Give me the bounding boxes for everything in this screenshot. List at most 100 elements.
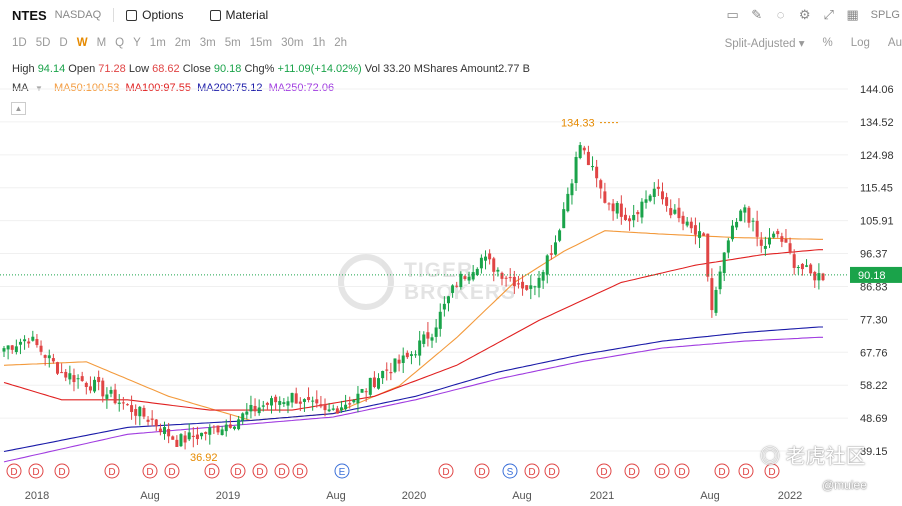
candle-body: [397, 359, 401, 364]
close-value: 90.18: [213, 63, 242, 75]
x-tick-label: 2018: [25, 490, 49, 502]
options-button[interactable]: Options: [126, 8, 184, 22]
candle-body: [496, 269, 500, 272]
candle-body: [446, 296, 450, 304]
candle-body: [76, 378, 80, 380]
period-tab[interactable]: 2m: [174, 37, 191, 49]
candle-body: [294, 393, 298, 404]
candle-body: [327, 409, 331, 412]
candle-body: [249, 404, 253, 412]
period-tab[interactable]: 1h: [312, 37, 326, 49]
candle-body: [134, 409, 138, 416]
candle-body: [558, 230, 562, 241]
candle-body: [422, 334, 426, 344]
candle-body: [352, 399, 356, 403]
candle-body: [298, 401, 302, 404]
candle-body: [368, 377, 372, 395]
period-tab-active[interactable]: W: [76, 37, 88, 49]
candle-body: [216, 425, 220, 433]
candle-body: [788, 243, 792, 252]
event-marker-label: D: [658, 467, 665, 478]
compare-symbol[interactable]: SPLG: [870, 9, 900, 21]
event-marker-label: D: [108, 467, 115, 478]
candle-body: [784, 239, 788, 243]
candle-body: [47, 355, 51, 359]
candle-body: [484, 256, 488, 261]
candle-body: [442, 303, 446, 310]
period-tab[interactable]: 2h: [334, 37, 348, 49]
candle-body: [68, 373, 72, 380]
draw-icon[interactable]: ✎: [751, 7, 763, 22]
period-tab[interactable]: 30m: [281, 37, 304, 49]
candle-body: [278, 401, 282, 405]
symbol-label[interactable]: NTES: [12, 7, 47, 23]
log-toggle[interactable]: Log: [850, 37, 870, 49]
candle-body: [31, 336, 35, 341]
high-label: High: [12, 63, 35, 75]
expand-icon[interactable]: ⤢: [823, 7, 834, 22]
gear-icon[interactable]: ⚙: [798, 7, 811, 22]
candle-body: [623, 214, 627, 220]
ma-dropdown[interactable]: MA: [12, 82, 28, 94]
candle-body: [591, 166, 595, 168]
percent-toggle[interactable]: %: [822, 37, 833, 49]
candle-body: [780, 236, 784, 242]
period-tab[interactable]: 5D: [35, 37, 51, 49]
comment-icon[interactable]: ◌: [776, 7, 785, 22]
candle-body: [232, 426, 236, 429]
event-marker: [142, 463, 158, 479]
period-tab[interactable]: D: [59, 37, 68, 49]
candle-body: [508, 277, 512, 279]
candle-body: [154, 419, 158, 427]
candle-body: [451, 285, 455, 293]
candle-body: [200, 432, 204, 437]
candle-body: [673, 209, 677, 214]
candle-body: [130, 405, 134, 412]
candle-body: [88, 386, 92, 391]
period-tab[interactable]: 3m: [199, 37, 216, 49]
material-button[interactable]: Material: [209, 8, 268, 22]
x-tick-label: 2022: [778, 490, 802, 502]
candle-body: [698, 231, 702, 238]
document-icon: [209, 9, 221, 21]
chart-icon[interactable]: ▭: [726, 7, 739, 22]
vol-label: Vol: [364, 63, 381, 75]
collapse-button[interactable]: ▲: [11, 102, 26, 115]
candle-body: [224, 424, 228, 432]
period-tab[interactable]: M: [96, 37, 107, 49]
candle-body: [319, 404, 323, 407]
event-marker: [6, 463, 22, 479]
period-tab[interactable]: 5m: [224, 37, 241, 49]
candle-body: [307, 397, 311, 400]
period-tab[interactable]: Y: [133, 37, 141, 49]
candle-body: [648, 195, 652, 201]
period-tab[interactable]: 15m: [249, 37, 273, 49]
period-tab[interactable]: 1D: [12, 37, 27, 49]
period-tab[interactable]: 1m: [149, 37, 166, 49]
event-marker: [438, 463, 454, 479]
period-tab[interactable]: Q: [115, 37, 125, 49]
x-tick-label: Aug: [140, 490, 160, 502]
candle-body: [656, 186, 660, 189]
candle-body: [401, 355, 405, 363]
candle-body: [813, 272, 817, 281]
candle-body: [121, 402, 125, 404]
candle-body: [751, 220, 755, 222]
author-watermark: @muiee: [822, 478, 867, 492]
candle-body: [492, 258, 496, 272]
candle-body: [595, 166, 599, 179]
event-marker: [524, 463, 540, 479]
candle-body: [702, 233, 706, 236]
candle-body: [562, 209, 566, 229]
adjust-dropdown[interactable]: Split-Adjusted ▾: [724, 38, 805, 50]
auto-toggle[interactable]: Au: [887, 37, 902, 49]
amount-label: Amount: [460, 63, 499, 75]
candle-body: [521, 281, 525, 289]
y-tick-label: 96.37: [860, 249, 888, 261]
x-tick-label: 2021: [590, 490, 614, 502]
candle-body: [529, 285, 533, 289]
grid-icon[interactable]: ▦: [846, 7, 859, 22]
candle-body: [56, 362, 60, 374]
tiger-logo-icon: [338, 254, 394, 310]
